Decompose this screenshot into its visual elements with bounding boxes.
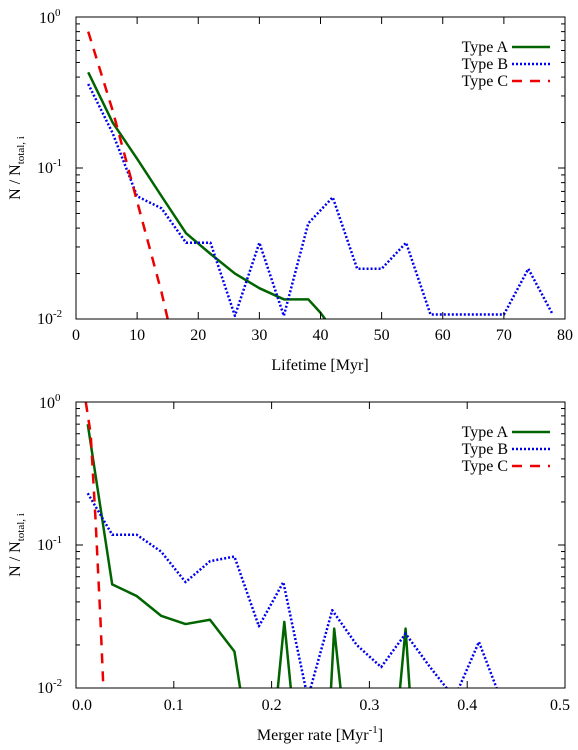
x-tick-label: 0.3 bbox=[359, 697, 379, 714]
x-tick-label: 70 bbox=[496, 327, 512, 344]
x-tick-label: 0.4 bbox=[457, 697, 477, 714]
legend-entry-type-b: Type B bbox=[462, 56, 550, 73]
panel-merger-rate: 100 10-1 10-2 0.0 0.1 0.2 0.3 0.4 0.5 Me… bbox=[7, 392, 570, 744]
x-tick-label: 0 bbox=[72, 327, 80, 344]
ticks bbox=[75, 401, 566, 689]
legend: Type A Type B Type C bbox=[462, 39, 550, 90]
x-tick-label: 10 bbox=[129, 327, 145, 344]
series-line-type-c bbox=[87, 31, 169, 319]
series-line-type-b bbox=[87, 83, 554, 318]
legend-entry-type-c: Type C bbox=[462, 73, 550, 90]
y-tick-label-0.1: 10-1 bbox=[37, 534, 62, 554]
legend-label: Type A bbox=[462, 424, 509, 441]
series-line-type-a bbox=[87, 71, 327, 319]
legend-entry-type-b: Type B bbox=[462, 441, 550, 458]
legend-entry-type-c: Type C bbox=[462, 458, 550, 475]
y-tick-label-0.01: 10-2 bbox=[37, 308, 62, 328]
ticks bbox=[75, 16, 566, 320]
x-tick-label: 20 bbox=[190, 327, 206, 344]
y-tick-labels: 100 10-1 10-2 bbox=[37, 392, 62, 697]
x-tick-label: 40 bbox=[313, 327, 329, 344]
x-tick-label: 0.2 bbox=[262, 697, 282, 714]
y-axis-label: N / Ntotal, i bbox=[7, 513, 27, 577]
x-tick-label: 0.1 bbox=[164, 697, 184, 714]
x-tick-label: 0.0 bbox=[72, 697, 92, 714]
legend-label: Type C bbox=[462, 73, 508, 90]
series-line-type-a bbox=[86, 423, 411, 688]
x-axis-label: Merger rate [Myr-1] bbox=[257, 724, 383, 744]
legend-label: Type B bbox=[462, 441, 508, 458]
legend-label: Type A bbox=[462, 39, 509, 56]
y-tick-labels: 100 10-1 10-2 bbox=[37, 7, 62, 328]
x-tick-label: 60 bbox=[435, 327, 451, 344]
x-axis-label: Lifetime [Myr] bbox=[271, 357, 368, 374]
x-tick-label: 80 bbox=[557, 327, 573, 344]
legend-entry-type-a: Type A bbox=[462, 424, 550, 441]
series-line-type-b bbox=[86, 492, 498, 688]
legend-label: Type B bbox=[462, 56, 508, 73]
y-tick-label-0.1: 10-1 bbox=[37, 157, 62, 177]
y-tick-label-1: 100 bbox=[39, 7, 61, 27]
legend-label: Type C bbox=[462, 458, 508, 475]
x-tick-label: 0.5 bbox=[550, 697, 570, 714]
x-tick-label: 30 bbox=[251, 327, 267, 344]
legend-entry-type-a: Type A bbox=[462, 39, 550, 56]
series-line-type-c bbox=[84, 402, 105, 688]
y-tick-label-1: 100 bbox=[39, 392, 61, 412]
x-tick-labels: 0.0 0.1 0.2 0.3 0.4 0.5 bbox=[72, 697, 570, 714]
panel-lifetime: 100 10-1 10-2 0 10 20 30 40 50 60 70 80 … bbox=[7, 7, 573, 374]
x-tick-label: 50 bbox=[374, 327, 390, 344]
legend: Type A Type B Type C bbox=[462, 424, 550, 475]
x-tick-labels: 0 10 20 30 40 50 60 70 80 bbox=[72, 327, 573, 344]
y-axis-label: N / Ntotal, i bbox=[7, 136, 27, 200]
y-tick-label-0.01: 10-2 bbox=[37, 677, 62, 697]
